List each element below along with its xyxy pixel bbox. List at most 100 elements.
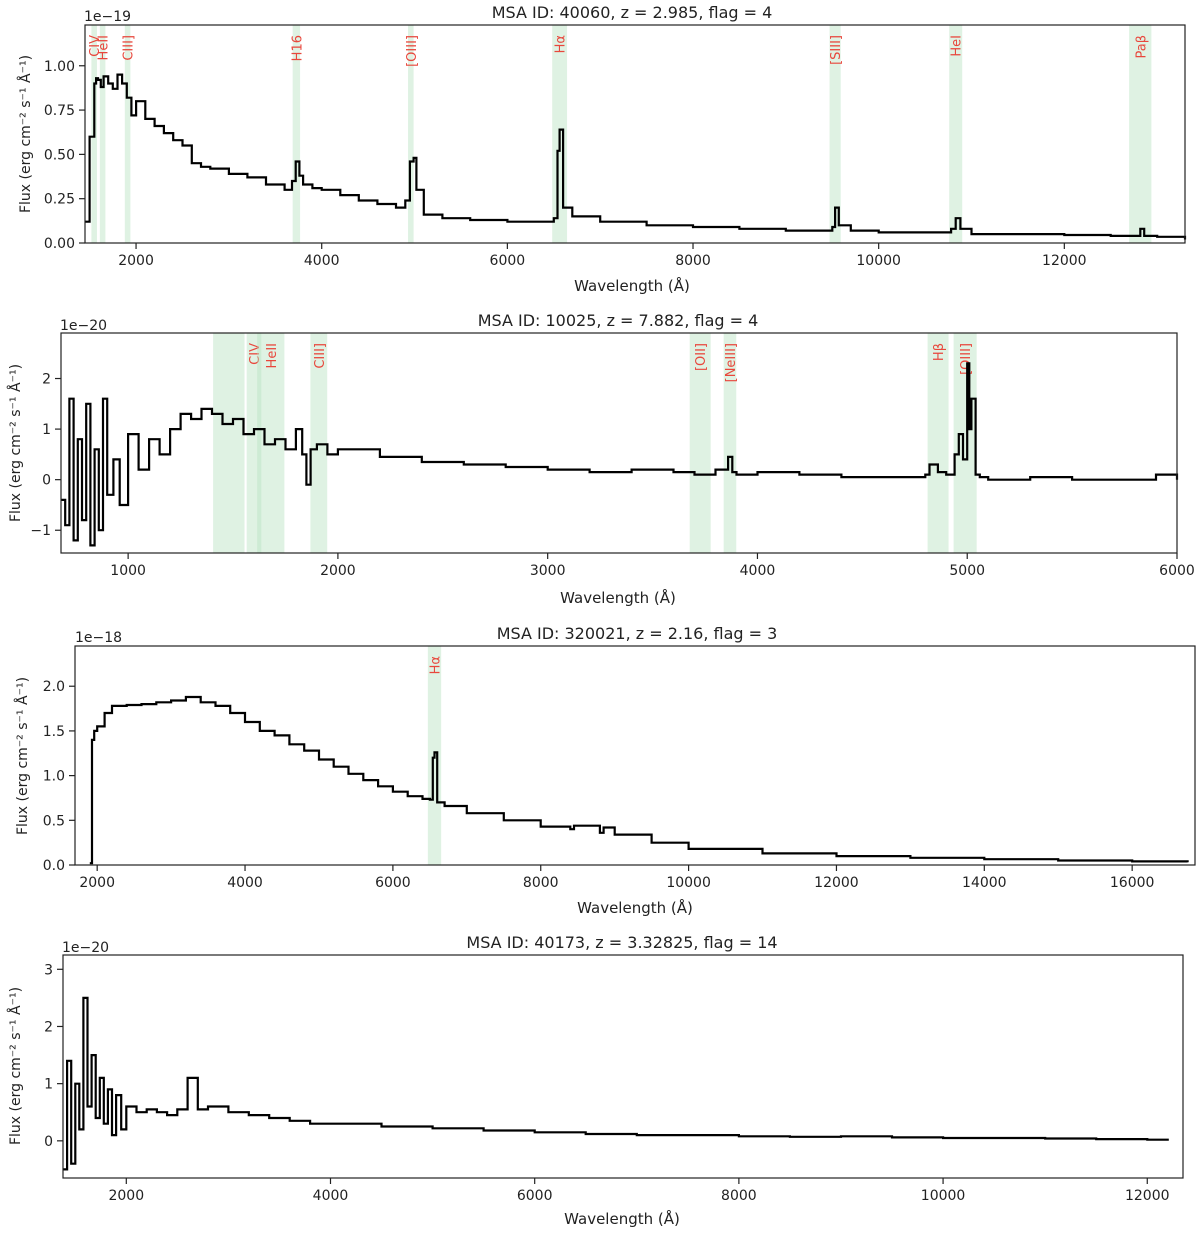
spectrum-panel-3: MSA ID: 320021, z = 2.16, flag = 3 1e−18…: [14, 624, 1196, 917]
emission-band-4: [408, 25, 414, 243]
x-tick-label: 2000: [79, 875, 115, 891]
panel-2-title: MSA ID: 10025, z = 7.882, flag = 4: [478, 311, 759, 330]
emission-band-3: [292, 25, 301, 243]
panel-3-emission-lines: Hα: [427, 646, 444, 865]
panel-2-x-axis-label: Wavelength (Å): [560, 588, 676, 607]
panel-3-title: MSA ID: 320021, z = 2.16, flag = 3: [497, 624, 778, 643]
emission-band-1: [246, 333, 262, 553]
y-tick-label: 0: [44, 1134, 53, 1150]
emission-line-label: [OII]: [694, 343, 709, 371]
y-tick-label: 0.75: [44, 103, 75, 119]
emission-band-6: [829, 25, 841, 243]
panel-1-axes-frame: [84, 24, 1186, 244]
panel-1-title: MSA ID: 40060, z = 2.985, flag = 4: [492, 3, 773, 22]
x-tick-label: 12000: [1125, 1188, 1170, 1204]
y-tick-label: 1.0: [43, 769, 65, 785]
y-tick-label: 0: [42, 473, 51, 489]
panel-3-scale-label: 1e−18: [75, 630, 122, 646]
x-tick-label: 5000: [949, 563, 985, 579]
emission-line-label: [OIII]: [405, 35, 420, 67]
emission-line-label: Hα: [429, 656, 444, 674]
spectrum-panel-4: MSA ID: 40173, z = 3.32825, flag = 14 1e…: [7, 933, 1184, 1228]
panel-2-axes-frame: [60, 332, 1178, 554]
panel-1-series: [85, 73, 1187, 240]
emission-band-5: [723, 333, 737, 553]
panel-3-y-ticks: 0.0 0.5 1.0 1.5 2.0: [43, 679, 75, 874]
emission-band-7: [953, 333, 977, 553]
y-tick-label: 1.5: [43, 724, 65, 740]
y-tick-label: 2: [44, 1019, 53, 1035]
panel-2-series: [61, 362, 1179, 547]
panel-4-scale-label: 1e−20: [62, 940, 109, 956]
emission-band-3: [310, 333, 328, 553]
x-tick-label: 8000: [523, 875, 559, 891]
x-tick-label: 14000: [962, 875, 1007, 891]
panel-4-series: [63, 996, 1169, 1171]
y-tick-label: 1.00: [44, 59, 75, 75]
panel-4-x-axis-label: Wavelength (Å): [564, 1209, 680, 1228]
y-tick-label: 2.0: [43, 679, 65, 695]
y-tick-label: 2: [42, 372, 51, 388]
panel-3-y-axis-label: Flux (erg cm⁻² s⁻¹ Å⁻¹): [14, 677, 31, 835]
emission-line-label: HeII: [265, 343, 280, 368]
panel-4-title: MSA ID: 40173, z = 3.32825, flag = 14: [466, 933, 777, 952]
x-tick-label: 16000: [1110, 875, 1155, 891]
emission-line-label: HeI: [950, 35, 965, 57]
x-tick-label: 2000: [118, 253, 154, 269]
x-tick-label: 6000: [517, 1188, 553, 1204]
x-tick-label: 12000: [1042, 253, 1087, 269]
emission-band-2: [124, 25, 131, 243]
emission-band-7: [949, 25, 963, 243]
panel-3-x-axis-label: Wavelength (Å): [577, 898, 693, 917]
y-tick-label: 0.50: [44, 147, 75, 163]
x-tick-label: 4000: [227, 875, 263, 891]
panel-2-scale-label: 1e−20: [60, 318, 107, 334]
spectrum-panel-1: MSA ID: 40060, z = 2.985, flag = 4 1e−19…: [17, 3, 1187, 295]
x-tick-label: 3000: [530, 563, 566, 579]
panel-4-axes-frame: [62, 954, 1184, 1179]
emission-line-label: Hα: [554, 35, 569, 53]
x-tick-label: 10000: [921, 1188, 966, 1204]
panel-1-x-axis-label: Wavelength (Å): [574, 276, 690, 295]
emission-band-4: [689, 333, 711, 553]
panel-3-x-ticks: 2000 4000 6000 8000 10000 12000 14000 16000: [79, 865, 1154, 891]
emission-line-label: CIV: [88, 35, 103, 57]
x-tick-label: 4000: [740, 563, 776, 579]
spectrum-series-line-0: [63, 996, 1169, 1171]
emission-line-label: CIII]: [313, 343, 328, 369]
x-tick-label: 4000: [304, 253, 340, 269]
panel-1-y-axis-label: Flux (erg cm⁻² s⁻¹ Å⁻¹): [17, 55, 34, 213]
x-tick-label: 2000: [108, 1188, 144, 1204]
emission-band-0: [213, 333, 245, 553]
y-tick-label: 1: [42, 422, 51, 438]
x-tick-label: 1000: [110, 563, 146, 579]
spectrum-series-line-0: [85, 73, 1187, 240]
x-tick-label: 6000: [1159, 563, 1195, 579]
panel-3-axes-frame: [74, 645, 1196, 866]
panel-3-series: [89, 695, 1189, 865]
x-tick-label: 8000: [721, 1188, 757, 1204]
emission-band-6: [927, 333, 949, 553]
panel-4-y-ticks: 0 1 2 3: [44, 962, 63, 1150]
spectrum-panel-2: MSA ID: 10025, z = 7.882, flag = 4 1e−20…: [7, 311, 1195, 607]
panel-1-scale-label: 1e−19: [84, 9, 131, 25]
y-tick-label: 0.5: [43, 813, 65, 829]
y-tick-label: 0.25: [44, 192, 75, 208]
panel-2-x-ticks: 1000 2000 3000 4000 5000 6000: [110, 553, 1195, 579]
emission-line-label: Paβ: [1134, 35, 1149, 59]
emission-band-2: [257, 333, 285, 553]
emission-line-label: H16: [290, 35, 305, 61]
emission-line-label: Hβ: [932, 343, 947, 361]
y-tick-label: 0.00: [44, 236, 75, 252]
emission-band-1: [99, 25, 106, 243]
emission-line-label: CIV: [248, 343, 263, 365]
x-tick-label: 10000: [666, 875, 711, 891]
panel-2-y-axis-label: Flux (erg cm⁻² s⁻¹ Å⁻¹): [7, 364, 24, 522]
y-tick-label: 3: [44, 962, 53, 978]
panel-1-y-ticks: 0.00 0.25 0.50 0.75 1.00: [44, 59, 85, 252]
y-tick-label: 1: [44, 1077, 53, 1093]
x-tick-label: 6000: [375, 875, 411, 891]
y-tick-label: −1: [30, 523, 51, 539]
panel-4-x-ticks: 2000 4000 6000 8000 10000 12000: [108, 1178, 1170, 1204]
x-tick-label: 12000: [814, 875, 859, 891]
